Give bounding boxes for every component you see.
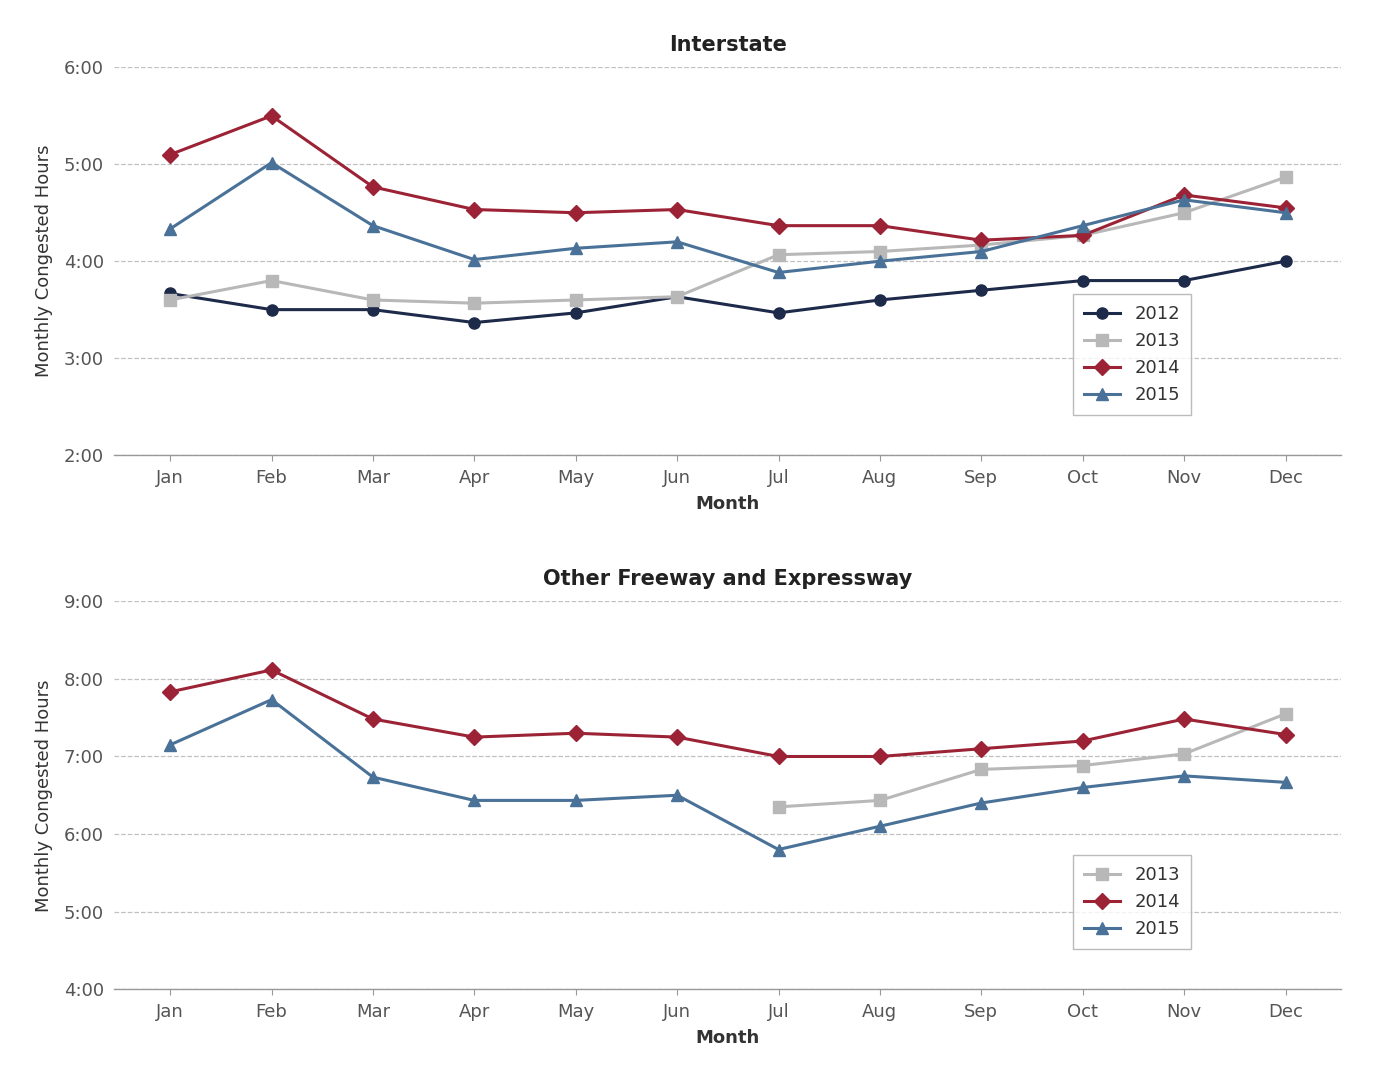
Line: 2013: 2013	[773, 709, 1291, 813]
2013	[1277, 708, 1293, 721]
2012	[466, 316, 483, 329]
2014	[1176, 713, 1193, 726]
2014	[567, 727, 583, 740]
2015	[973, 245, 989, 258]
2013	[1075, 229, 1091, 242]
2014	[263, 109, 279, 122]
Line: 2015: 2015	[165, 157, 1291, 278]
2014	[567, 207, 583, 220]
2013	[871, 245, 888, 258]
2015	[771, 843, 787, 856]
2014	[1277, 201, 1293, 214]
2014	[365, 181, 381, 194]
Legend: 2013, 2014, 2015: 2013, 2014, 2015	[1073, 855, 1192, 949]
2013	[365, 293, 381, 306]
2013	[466, 296, 483, 309]
2012	[871, 293, 888, 306]
2015	[263, 694, 279, 707]
2014	[973, 234, 989, 247]
Legend: 2012, 2013, 2014, 2015: 2012, 2013, 2014, 2015	[1073, 294, 1192, 415]
2013	[162, 293, 179, 306]
2015	[162, 738, 179, 751]
2012	[567, 306, 583, 319]
2013	[263, 274, 279, 287]
2015	[365, 770, 381, 783]
2015	[567, 794, 583, 807]
2012	[771, 306, 787, 319]
Y-axis label: Monthly Congested Hours: Monthly Congested Hours	[34, 679, 52, 911]
2014	[771, 220, 787, 233]
2015	[871, 254, 888, 267]
2014	[162, 148, 179, 161]
2013	[1176, 207, 1193, 220]
2013	[567, 293, 583, 306]
2013	[973, 763, 989, 776]
2013	[669, 290, 685, 303]
Line: 2013: 2013	[165, 172, 1291, 308]
2014	[466, 203, 483, 216]
Line: 2012: 2012	[165, 255, 1291, 328]
2015	[1075, 781, 1091, 794]
2015	[771, 266, 787, 279]
2015	[365, 220, 381, 233]
2012	[1075, 274, 1091, 287]
2014	[162, 685, 179, 698]
2014	[973, 742, 989, 755]
2014	[771, 750, 787, 763]
Title: Interstate: Interstate	[669, 35, 787, 55]
2014	[1075, 735, 1091, 748]
2012	[1176, 274, 1193, 287]
2015	[1277, 776, 1293, 789]
2015	[466, 253, 483, 266]
2013	[1176, 748, 1193, 761]
2012	[162, 287, 179, 300]
2014	[1075, 229, 1091, 242]
2014	[871, 750, 888, 763]
Title: Other Freeway and Expressway: Other Freeway and Expressway	[544, 569, 912, 589]
2015	[263, 156, 279, 169]
2014	[263, 663, 279, 676]
2014	[871, 220, 888, 233]
2012	[365, 303, 381, 316]
2015	[466, 794, 483, 807]
2012	[973, 283, 989, 296]
X-axis label: Month: Month	[696, 496, 760, 513]
Y-axis label: Monthly Congested Hours: Monthly Congested Hours	[34, 145, 52, 378]
2013	[771, 801, 787, 814]
2014	[1176, 188, 1193, 201]
2014	[365, 713, 381, 726]
2015	[669, 789, 685, 802]
2015	[1277, 207, 1293, 220]
2014	[1277, 728, 1293, 741]
2013	[1075, 760, 1091, 773]
2015	[973, 796, 989, 809]
Line: 2015: 2015	[165, 694, 1291, 855]
2015	[1176, 769, 1193, 782]
2014	[669, 730, 685, 743]
Line: 2014: 2014	[165, 664, 1291, 762]
2015	[1176, 194, 1193, 207]
X-axis label: Month: Month	[696, 1029, 760, 1047]
2014	[669, 203, 685, 216]
2012	[669, 290, 685, 303]
2015	[871, 820, 888, 833]
2015	[1075, 220, 1091, 233]
2015	[162, 223, 179, 236]
2013	[1277, 171, 1293, 184]
2014	[466, 730, 483, 743]
2013	[771, 248, 787, 261]
2012	[263, 303, 279, 316]
2012	[1277, 254, 1293, 267]
2013	[871, 794, 888, 807]
2015	[567, 241, 583, 254]
2015	[669, 235, 685, 248]
Line: 2014: 2014	[165, 110, 1291, 246]
2013	[973, 238, 989, 251]
